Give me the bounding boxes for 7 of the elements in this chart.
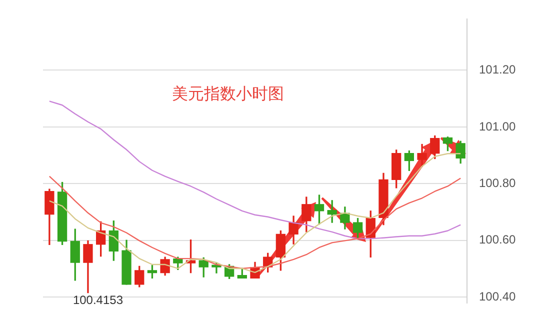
annotation: 100.4153 [72,293,124,308]
y-tick-label: 100.80 [479,176,516,190]
y-tick-label: 101.00 [479,119,516,134]
y-tick-label: 100.60 [479,232,516,247]
y-tick-label: 101.20 [479,62,516,77]
text: 美元指数小时图 [172,84,284,105]
y-tick-label: 100.40 [479,289,516,304]
